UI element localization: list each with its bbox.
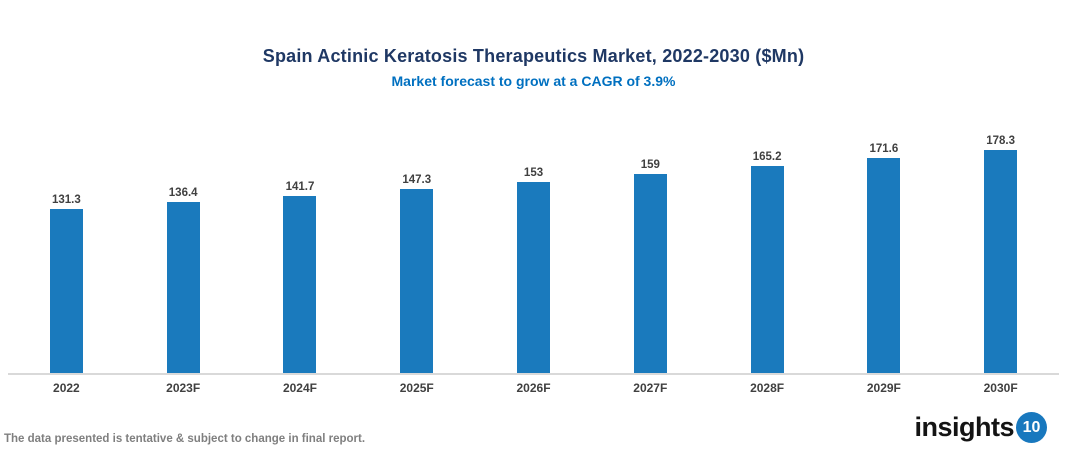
bar-2030F (984, 150, 1018, 373)
bar-value-label-2024F: 141.7 (285, 181, 315, 193)
bar-2029F (867, 158, 901, 373)
bar-2025F (400, 189, 434, 373)
bar-2026F (517, 182, 551, 373)
x-axis-label-2022: 2022 (53, 381, 80, 395)
bar-2024F (283, 196, 317, 373)
bar-group-2022: 131.3 (8, 194, 125, 373)
bar-value-label-2029F: 171.6 (869, 143, 899, 155)
disclaimer-text: The data presented is tentative & subjec… (4, 433, 366, 445)
bar-2027F (633, 174, 667, 373)
bar-2023F (166, 202, 200, 373)
bar-value-label-2025F: 147.3 (402, 174, 432, 186)
x-axis-label-2024F: 2024F (282, 381, 317, 395)
bar-value-label-2027F: 159 (640, 159, 660, 171)
bar-group-2025F: 147.3 (358, 174, 475, 373)
bar-value-label-2023F: 136.4 (168, 187, 198, 199)
bar-value-label-2028F: 165.2 (752, 151, 782, 163)
x-axis-label-2026F: 2026F (516, 381, 551, 395)
bar-group-2029F: 171.6 (825, 143, 942, 373)
chart-title: Spain Actinic Keratosis Therapeutics Mar… (262, 46, 805, 66)
labels-row: 2022 2023F 2024F 2025F 2026F 2027F 2028F 2029F 2… (8, 375, 1059, 395)
chart-subtitle: Market forecast to grow at a CAGR of 3.9… (391, 73, 676, 89)
bar-group-2027F: 159 (592, 159, 709, 373)
logo-badge-circle-icon: 10 (1016, 412, 1047, 443)
bar-group-2030F: 178.3 (942, 135, 1059, 373)
x-axis-label-2023F: 2023F (166, 381, 201, 395)
bar-2022 (49, 209, 83, 373)
bar-value-label-2022: 131.3 (52, 194, 81, 206)
chart-header: Spain Actinic Keratosis Therapeutics Mar… (0, 0, 1067, 89)
bar-group-2028F: 165.2 (709, 151, 826, 373)
bar-group-2026F: 153 (475, 167, 592, 373)
bars-row: 131.3 136.4 141.7 147.3 153 159 165.2 171.6 178.… (8, 128, 1059, 375)
insights10-logo: insights 10 (914, 412, 1047, 443)
x-axis-label-2025F: 2025F (399, 381, 434, 395)
x-axis-label-2028F: 2028F (750, 381, 785, 395)
bar-group-2024F: 141.7 (242, 181, 359, 373)
logo-wordmark: insights (914, 412, 1014, 442)
bar-chart: 131.3 136.4 141.7 147.3 153 159 165.2 171.6 178.… (8, 128, 1059, 395)
x-axis-label-2029F: 2029F (866, 381, 901, 395)
bar-group-2023F: 136.4 (125, 187, 242, 373)
x-axis-label-2030F: 2030F (983, 381, 1018, 395)
bar-value-label-2026F: 153 (523, 167, 544, 179)
bar-2028F (750, 166, 784, 373)
bar-value-label-2030F: 178.3 (986, 135, 1016, 147)
x-axis-label-2027F: 2027F (633, 381, 668, 395)
